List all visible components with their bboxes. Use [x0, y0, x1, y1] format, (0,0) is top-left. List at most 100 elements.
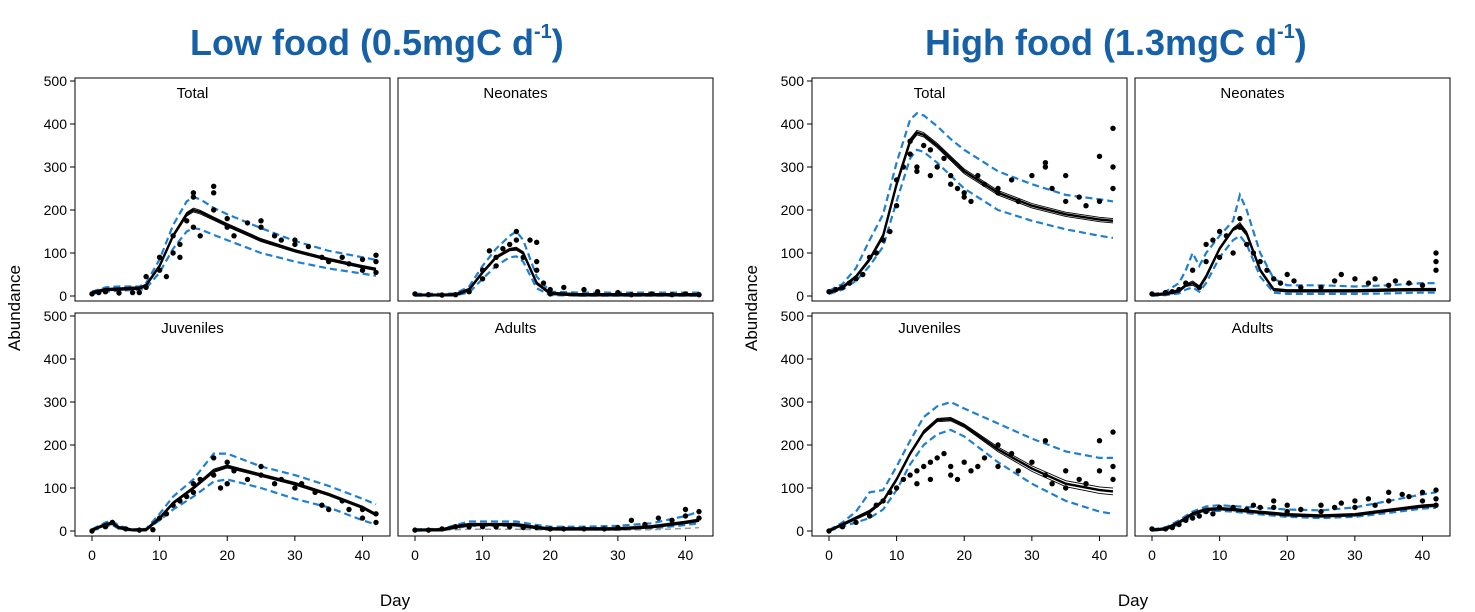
observed-point: [507, 241, 513, 248]
observed-point: [1264, 267, 1270, 273]
observed-point: [1110, 125, 1116, 131]
x-tick-label: 0: [1148, 547, 1156, 563]
observed-point: [190, 190, 197, 196]
observed-point: [1196, 284, 1203, 291]
y-tick-label: 400: [44, 116, 68, 132]
observed-point: [190, 489, 197, 495]
observed-point: [1162, 526, 1169, 532]
observed-point: [1162, 289, 1169, 296]
observed-point: [927, 172, 934, 179]
observed-point: [948, 472, 954, 478]
observed-point: [298, 481, 305, 487]
observed-point: [1076, 476, 1082, 483]
observed-point: [1392, 278, 1399, 284]
observed-point: [880, 237, 886, 243]
observed-point: [893, 177, 900, 183]
observed-point: [866, 254, 873, 260]
observed-point: [271, 233, 278, 239]
observed-point: [907, 138, 913, 144]
x-tick-label: 30: [1347, 547, 1363, 563]
panel-frame: [397, 312, 714, 537]
y-tick-label: 200: [781, 437, 805, 453]
observed-point: [507, 524, 513, 530]
observed-point: [873, 250, 879, 256]
observed-point: [170, 502, 176, 508]
observed-point: [184, 493, 190, 500]
observed-point: [527, 237, 533, 243]
observed-point: [682, 291, 689, 297]
observed-point: [156, 515, 163, 521]
observed-point: [1386, 498, 1392, 504]
observed-point: [1250, 250, 1257, 256]
observed-point: [696, 508, 702, 515]
model-fit-line: [828, 131, 1114, 294]
observed-point: [1110, 463, 1116, 470]
observed-point: [941, 155, 947, 162]
observed-point: [373, 511, 379, 517]
observed-point: [1015, 468, 1021, 474]
observed-point: [156, 267, 163, 273]
observed-point: [1237, 224, 1243, 230]
model-fit-line: [828, 417, 1114, 533]
x-tick-label: 10: [1212, 547, 1228, 563]
observed-point: [346, 261, 352, 267]
observed-point: [961, 194, 967, 200]
observed-point: [948, 181, 954, 187]
observed-point: [1110, 429, 1116, 435]
observed-point: [190, 224, 197, 230]
observed-point: [89, 291, 95, 297]
observed-point: [500, 246, 506, 252]
lower-bound-line: [1151, 234, 1436, 297]
observed-point: [1271, 498, 1277, 504]
observed-point: [143, 273, 149, 280]
observed-point: [981, 455, 988, 461]
observed-point: [1063, 172, 1069, 179]
observed-point: [900, 476, 907, 483]
observed-point: [961, 459, 967, 465]
observed-point: [211, 207, 217, 213]
observed-point: [995, 185, 1001, 192]
observed-point: [1352, 276, 1358, 282]
observed-point: [696, 292, 702, 298]
panel-title: Neonates: [1220, 85, 1284, 102]
observed-point: [1203, 508, 1209, 515]
observed-point: [561, 284, 567, 291]
x-tick-label: 30: [287, 547, 303, 563]
observed-point: [359, 515, 366, 521]
panel-low-food-adults: Adults 0 10 20 30 40: [397, 312, 714, 563]
high-food-title-main: High food (1.3mgC d: [925, 22, 1277, 63]
low-food-title-sup: -1: [533, 21, 552, 43]
observed-point: [873, 502, 879, 508]
observed-point: [1433, 258, 1439, 265]
observed-point: [534, 239, 540, 245]
panel-low-food-total: Total 0 100 200 300 400 500: [44, 73, 391, 304]
observed-point: [833, 286, 839, 293]
y-axis-label-low: Abundance: [5, 265, 24, 351]
observed-point: [163, 511, 170, 517]
observed-point: [292, 241, 298, 248]
observed-point: [1008, 177, 1015, 183]
observed-point: [1149, 526, 1155, 532]
low-food-title: Low food (0.5mgC d-1): [190, 10, 564, 63]
observed-point: [1042, 438, 1049, 444]
observed-point: [839, 524, 846, 530]
observed-point: [1244, 506, 1250, 513]
observed-point: [1318, 508, 1324, 515]
observed-point: [479, 524, 486, 530]
observed-point: [1063, 198, 1069, 205]
observed-point: [839, 284, 846, 291]
y-tick-label: 100: [44, 245, 68, 261]
observed-point: [1216, 228, 1223, 235]
observed-point: [1096, 438, 1103, 444]
y-tick-label: 0: [796, 288, 804, 304]
observed-point: [1257, 258, 1263, 265]
observed-point: [880, 498, 886, 504]
observed-point: [907, 151, 913, 157]
observed-point: [1237, 215, 1243, 222]
observed-point: [1063, 468, 1069, 474]
observed-point: [1183, 280, 1189, 286]
observed-point: [1169, 289, 1176, 295]
observed-point: [1042, 160, 1049, 166]
observed-point: [581, 526, 587, 532]
